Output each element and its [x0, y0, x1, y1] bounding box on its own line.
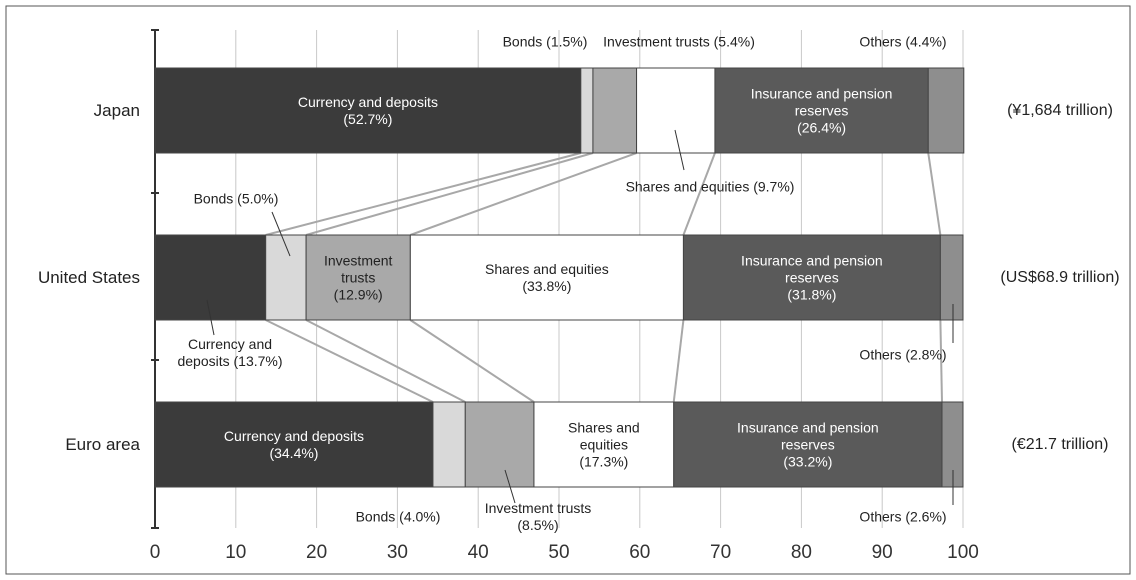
connector: [265, 152, 582, 236]
leader-line: [504, 469, 516, 504]
x-tick-label: 20: [306, 542, 328, 563]
category-label: Euro area: [65, 434, 140, 454]
bar-segment: [432, 401, 466, 488]
connector: [305, 319, 466, 403]
total-label: (€21.7 trillion): [1011, 435, 1109, 453]
total-label: (US$68.9 trillion): [1000, 268, 1120, 286]
connector: [682, 152, 716, 236]
bar-segment: [927, 67, 965, 154]
bar-segment: [939, 234, 964, 321]
data-label: Investment trusts (12.9%): [323, 252, 393, 302]
bar-segment: [682, 234, 941, 321]
bar-segment: [409, 234, 684, 321]
bar-segment: [305, 234, 411, 321]
leader-line: [674, 129, 685, 171]
bar-segment: [533, 401, 675, 488]
x-tick-label: 100: [947, 542, 979, 563]
connector: [672, 319, 685, 403]
x-tick-label: 10: [225, 542, 247, 563]
x-tick-label: 40: [467, 542, 489, 563]
bar-segment: [154, 67, 582, 154]
category-label: United States: [37, 267, 140, 287]
data-label: Bonds (5.0%): [193, 190, 279, 207]
data-label: Bonds (4.0%): [355, 508, 441, 525]
connector: [409, 319, 535, 403]
data-label: Others (2.8%): [859, 346, 947, 363]
data-label: Currency and deposits (34.4%): [223, 427, 365, 461]
data-label: Insurance and pension reserves (33.2%): [737, 419, 879, 469]
bar-segment: [941, 401, 964, 488]
bar-segment: [580, 67, 594, 154]
leader-line: [271, 211, 291, 257]
data-label: Shares and equities (9.7%): [625, 178, 795, 195]
bar-segment: [714, 67, 929, 154]
data-label: Bonds (1.5%): [502, 33, 588, 50]
leader-line: [206, 299, 215, 336]
x-tick-label: 80: [790, 542, 812, 563]
x-tick-label: 60: [629, 542, 651, 563]
x-tick-label: 30: [386, 542, 408, 563]
data-label: Others (4.4%): [859, 33, 947, 50]
data-label: Shares and equities (17.3%): [568, 419, 640, 469]
connector: [927, 152, 942, 236]
data-label: Insurance and pension reserves (31.8%): [741, 252, 883, 302]
bar-segment: [464, 401, 535, 488]
bar-segment: [636, 67, 716, 154]
bar-segment: [154, 234, 267, 321]
connector: [409, 152, 637, 236]
connector: [939, 319, 943, 403]
data-label: Shares and equities (33.8%): [484, 260, 609, 294]
x-tick-label: 50: [548, 542, 570, 563]
data-label: Currency and deposits (13.7%): [177, 336, 283, 369]
bar-segment: [265, 234, 307, 321]
x-tick-label: 90: [871, 542, 893, 563]
data-label: Investment trusts (5.4%): [603, 33, 755, 50]
bar-segment: [154, 401, 434, 488]
total-label: (¥1,684 trillion): [1007, 101, 1113, 119]
connector: [265, 319, 434, 403]
connector: [305, 152, 594, 236]
category-label: Japan: [93, 100, 140, 120]
bar-segment: [673, 401, 943, 488]
x-tick-label: 0: [149, 542, 161, 563]
data-label: Insurance and pension reserves (26.4%): [750, 85, 893, 135]
bar-segment: [592, 67, 638, 154]
data-label: Investment trusts (8.5%): [484, 500, 592, 533]
data-label: Others (2.6%): [859, 508, 947, 525]
x-tick-label: 70: [710, 542, 732, 563]
data-label: Currency and deposits (52.7%): [297, 93, 438, 127]
frame: [5, 5, 1131, 575]
